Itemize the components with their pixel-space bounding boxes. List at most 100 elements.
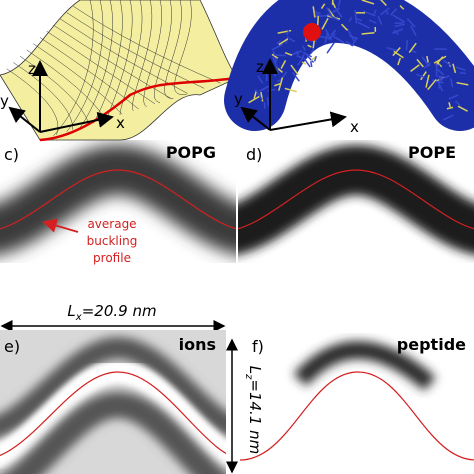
panel-label: e) bbox=[4, 337, 20, 356]
lipid-strand bbox=[408, 42, 417, 54]
lipid-strand bbox=[373, 9, 377, 15]
x-axis bbox=[39, 112, 114, 133]
lipid-strand bbox=[346, 28, 355, 42]
lipid-strand bbox=[326, 42, 335, 54]
ion-band bbox=[2, 391, 226, 474]
average-profile bbox=[0, 371, 226, 457]
lipid-strand bbox=[427, 79, 437, 91]
average-profile bbox=[238, 169, 474, 230]
lipid-strand bbox=[361, 32, 375, 35]
lipid-strand bbox=[435, 63, 441, 67]
lipid-strand bbox=[331, 1, 336, 9]
panel-title: POPG bbox=[166, 143, 216, 162]
panel-title: peptide bbox=[397, 335, 466, 354]
lipid-strand bbox=[290, 64, 299, 76]
lipid-strand bbox=[394, 23, 406, 28]
lipid-strand bbox=[333, 35, 345, 44]
mesh-line bbox=[39, 37, 139, 110]
lipid-strand bbox=[457, 105, 468, 112]
panel-title: POPE bbox=[408, 143, 456, 162]
lipid-strand bbox=[286, 30, 290, 36]
x-axis bbox=[269, 111, 347, 131]
dimension-label: Lz=14.1 nm bbox=[243, 366, 264, 454]
lipid-strand bbox=[314, 10, 321, 15]
peptide-blob bbox=[303, 23, 321, 41]
lipid-strand bbox=[266, 97, 270, 107]
lipid-strand bbox=[435, 56, 444, 66]
lipid-strand bbox=[349, 35, 359, 40]
lipid-strand bbox=[443, 60, 452, 67]
dimension-value: =14.1 nm bbox=[246, 379, 264, 454]
panel-f: f) peptide bbox=[240, 335, 474, 461]
lipid-strand bbox=[312, 39, 316, 49]
lipid-strand bbox=[284, 52, 293, 56]
mesh-line bbox=[66, 0, 104, 132]
lipid-strand bbox=[326, 7, 333, 16]
lipid-strand bbox=[423, 62, 432, 69]
mesh-line bbox=[119, 0, 143, 116]
lipid-strand bbox=[324, 32, 329, 44]
lipid-strand bbox=[410, 64, 420, 73]
lipid-strand bbox=[271, 43, 283, 51]
mesh-line bbox=[143, 0, 162, 107]
mesh-line bbox=[73, 6, 221, 84]
lipid-strand bbox=[405, 40, 409, 51]
lipid-strand bbox=[278, 38, 289, 46]
peptide-density bbox=[293, 340, 436, 391]
annotation: buckling bbox=[87, 234, 138, 248]
average-profile bbox=[240, 371, 474, 461]
lipid-strand bbox=[331, 7, 340, 14]
axis-label: z bbox=[256, 58, 264, 76]
panel-label: c) bbox=[4, 145, 19, 164]
membrane-snapshot bbox=[224, 0, 474, 131]
lipid-strand bbox=[271, 53, 279, 59]
lipid-strand bbox=[446, 106, 454, 110]
axis-label: y bbox=[0, 92, 9, 110]
lipid-strand bbox=[267, 88, 276, 92]
annotation: profile bbox=[93, 251, 131, 265]
lipid-strand bbox=[305, 54, 315, 63]
panel-e: e) ions bbox=[0, 330, 226, 474]
mesh-line bbox=[6, 68, 59, 135]
lipid-strand bbox=[357, 21, 370, 29]
lipid-strand bbox=[314, 12, 322, 18]
mesh-line bbox=[53, 0, 94, 137]
lipid-strand bbox=[420, 71, 427, 81]
average-profile bbox=[0, 169, 236, 230]
lipid-strand bbox=[276, 40, 281, 45]
lipid-strand bbox=[309, 61, 313, 68]
lipid-strand bbox=[406, 17, 416, 28]
lipid-strand bbox=[312, 6, 316, 18]
lipid-strand bbox=[257, 75, 264, 84]
y-axis bbox=[240, 106, 271, 131]
lipid-strand bbox=[361, 0, 375, 5]
panel-title: ions bbox=[179, 335, 216, 354]
panel-label: d) bbox=[246, 145, 262, 164]
lipid-strand bbox=[341, 23, 348, 31]
lipid-strand bbox=[288, 37, 296, 43]
lipid-strand bbox=[416, 73, 425, 79]
lipid-strand bbox=[313, 55, 317, 62]
ion-band bbox=[0, 336, 226, 438]
lipid-strand bbox=[302, 55, 311, 68]
lipid-strand bbox=[310, 56, 316, 62]
lipid-strand bbox=[345, 40, 354, 47]
lipid-strands bbox=[248, 0, 469, 121]
lipid-strand bbox=[392, 14, 406, 23]
mesh-line bbox=[53, 24, 172, 99]
lipid-strand bbox=[435, 67, 445, 76]
buckling-curve bbox=[39, 76, 238, 142]
y-axis bbox=[8, 106, 41, 133]
lipid-strand bbox=[389, 8, 398, 16]
lipid-strand bbox=[248, 95, 260, 104]
mesh-line bbox=[154, 0, 172, 103]
lipid-strand bbox=[452, 63, 457, 74]
lipid-strand bbox=[276, 78, 282, 83]
lipid-strand bbox=[324, 29, 333, 41]
lipid-strand bbox=[380, 0, 387, 6]
symbol: L bbox=[67, 302, 75, 320]
lipid-strand bbox=[439, 75, 450, 81]
lipid-strand bbox=[410, 25, 417, 36]
lipid-strand bbox=[386, 46, 397, 52]
